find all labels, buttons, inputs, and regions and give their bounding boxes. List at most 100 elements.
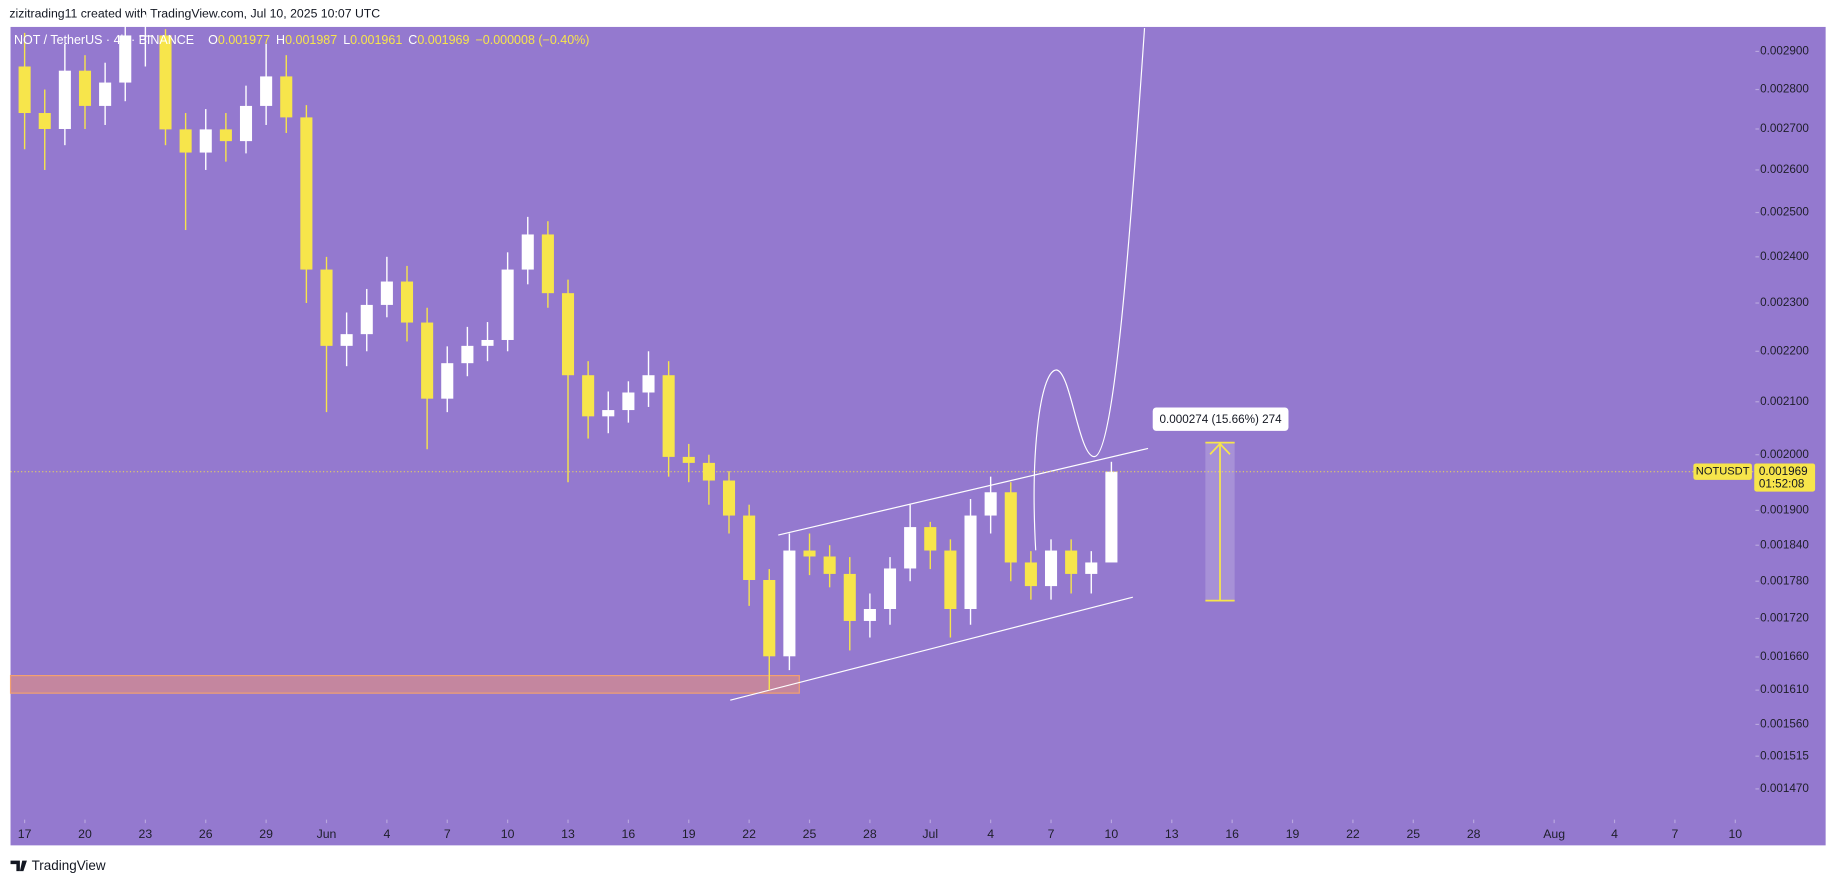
countdown: 01:52:08	[1759, 478, 1804, 491]
y-tick-label: 0.001515	[1760, 749, 1809, 762]
candle-body	[561, 293, 575, 376]
x-tick-label: 17	[18, 827, 32, 841]
header: zizitrading11 created with TradingView.c…	[9, 6, 380, 20]
candle-body	[702, 462, 715, 481]
candle-body	[239, 105, 253, 142]
x-tick-label: 10	[1105, 827, 1119, 841]
candle-body	[58, 70, 71, 129]
ohlc-value: 0.001977	[217, 33, 271, 47]
x-tick-label: 29	[259, 827, 273, 841]
candle-body	[622, 392, 635, 411]
ohlc-label: C	[408, 33, 418, 47]
candle-body	[722, 480, 736, 516]
candle-body	[461, 345, 474, 364]
candle-body	[1105, 471, 1118, 563]
footer: TradingView	[32, 858, 106, 873]
symbol-tag-box	[1693, 463, 1752, 480]
candle-body	[38, 113, 51, 129]
x-tick-label: 13	[1165, 827, 1179, 841]
measure-arrowhead	[1209, 442, 1231, 455]
candle-body	[823, 556, 836, 574]
candle-body	[400, 281, 414, 323]
candle-body	[501, 269, 514, 340]
y-tick-label: 0.002000	[1760, 448, 1809, 461]
measure-label-box	[1152, 407, 1289, 431]
channel-lower	[730, 596, 1133, 701]
y-tick-label: 0.002500	[1760, 206, 1809, 219]
x-tick-label: 16	[622, 827, 636, 841]
x-tick-label: Jul	[922, 827, 938, 841]
x-tick-label: 19	[1286, 827, 1300, 841]
candle-body	[280, 76, 293, 118]
x-tick-label: 16	[1225, 827, 1239, 841]
candle-body	[541, 234, 554, 294]
candle-body	[904, 527, 917, 569]
x-tick-label: 4	[383, 827, 390, 841]
candle-body	[360, 304, 373, 335]
candle-body	[984, 492, 997, 516]
y-tick-label: 0.001720	[1760, 612, 1809, 625]
ohlc-value: 0.001969	[417, 33, 470, 47]
candle-body	[521, 234, 534, 270]
candle-body	[139, 35, 152, 37]
x-tick-label: 10	[1728, 827, 1742, 841]
candle-body	[763, 579, 776, 657]
candle-body	[863, 609, 876, 621]
candle-body	[843, 573, 856, 621]
plot: 0.002900 0.002800 0.002700 0.002600 0.002500…	[10, 14, 1816, 841]
ohlc-label: O	[208, 33, 218, 47]
x-tick-label: 19	[682, 827, 696, 841]
candle-body	[159, 35, 172, 130]
candle-body	[743, 515, 756, 580]
x-tick-label: Aug	[1543, 827, 1565, 841]
y-tick-label: 0.002700	[1760, 122, 1809, 135]
x-tick-label: 20	[78, 827, 92, 841]
candle-body	[78, 70, 92, 106]
candle-body	[1085, 562, 1098, 574]
measure-label: 0.000274 (15.66%) 274	[1160, 413, 1283, 426]
x-tick-label: 7	[1671, 827, 1678, 841]
candle-body	[783, 550, 796, 657]
y-tick-label: 0.001840	[1760, 538, 1809, 551]
x-tick-label: 22	[1346, 827, 1360, 841]
price-tag: 0.001969	[1759, 465, 1808, 478]
y-tick-label: 0.002900	[1760, 45, 1809, 58]
y-tick-label: 0.002400	[1760, 250, 1809, 263]
candle-body	[964, 515, 977, 610]
candle-body	[924, 527, 937, 551]
ohlc-label: H	[276, 33, 286, 47]
candle-body	[260, 76, 273, 106]
x-tick-label: 28	[863, 827, 877, 841]
y-tick-label: 0.002100	[1760, 395, 1809, 408]
y-tick-label: 0.001560	[1760, 717, 1809, 730]
candle-body	[1004, 492, 1017, 563]
channel-upper	[778, 447, 1149, 536]
x-tick-label: Jun	[317, 827, 337, 841]
candle-body	[944, 550, 957, 610]
candle-body	[300, 117, 313, 270]
x-tick-label: 25	[803, 827, 817, 841]
x-tick-label: 13	[561, 827, 575, 841]
candle-body	[582, 375, 595, 417]
y-tick-label: 0.002600	[1760, 163, 1809, 176]
x-tick-label: 23	[139, 827, 153, 841]
candle-body	[1024, 562, 1037, 587]
candle-body	[803, 550, 816, 557]
change: −0.000008 (−0.40%)	[475, 33, 590, 47]
y-tick-label: 0.001900	[1760, 503, 1809, 516]
y-tick-label: 0.001660	[1760, 650, 1809, 663]
candle-body	[682, 456, 695, 463]
ohlc-value: 0.001987	[285, 33, 338, 47]
chart-background	[10, 26, 1826, 846]
y-tick-label: 0.002300	[1760, 296, 1809, 309]
price-tag-box	[1754, 463, 1816, 492]
candle-body	[119, 35, 132, 83]
candle-body	[883, 568, 897, 610]
symbol-tag: NOTUSDT	[1696, 466, 1750, 478]
y-tick-label: 0.002800	[1760, 83, 1809, 96]
legend: NOT / TetherUS · 4h · BINANCE O0.001977 H0…	[14, 33, 589, 47]
x-tick-label: 7	[1048, 827, 1055, 841]
candle-body	[421, 322, 434, 399]
